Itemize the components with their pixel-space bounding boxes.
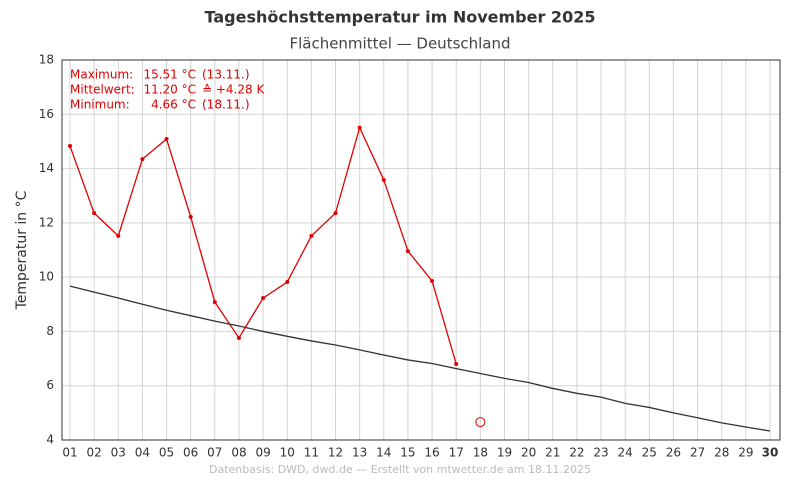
y-tick-label: 8 — [46, 324, 54, 338]
annotation-label: Maximum: — [70, 68, 133, 82]
x-tick-label: 07 — [207, 446, 222, 460]
x-tick-label: 04 — [135, 446, 150, 460]
x-tick-label: 27 — [690, 446, 705, 460]
data-point — [454, 362, 459, 366]
x-tick-label: 26 — [666, 446, 681, 460]
data-point — [475, 417, 486, 428]
x-tick-label: 12 — [328, 446, 343, 460]
x-tick-label: 29 — [738, 446, 753, 460]
x-tick-label: 20 — [521, 446, 536, 460]
annotation-note: (13.11.) — [202, 68, 250, 82]
annotation-value: 15.51 °C — [143, 68, 196, 82]
x-tick-label: 05 — [159, 446, 174, 460]
data-point — [164, 136, 169, 141]
chart-title: Tageshöchsttemperatur im November 2025 — [205, 8, 596, 27]
data-point — [309, 233, 314, 238]
y-tick-label: 4 — [46, 433, 54, 447]
x-tick-label: 03 — [111, 446, 126, 460]
data-point — [405, 249, 410, 254]
y-tick-label: 14 — [39, 161, 54, 175]
y-tick-label: 10 — [39, 270, 54, 284]
y-tick-label: 12 — [39, 215, 54, 229]
annotation-note: ≙ +4.28 K — [202, 83, 265, 97]
data-point — [116, 233, 121, 238]
data-point — [92, 211, 97, 216]
data-point — [430, 278, 435, 283]
plot-frame — [61, 59, 781, 441]
x-tick-label: 30 — [762, 446, 779, 460]
annotation-label: Mittelwert: — [70, 83, 135, 97]
x-tick-label: 18 — [473, 446, 488, 460]
x-tick-label: 09 — [255, 446, 270, 460]
data-point — [261, 296, 266, 301]
x-tick-label: 19 — [497, 446, 512, 460]
x-tick-label: 15 — [400, 446, 415, 460]
data-point — [188, 214, 193, 219]
x-tick-label: 28 — [714, 446, 729, 460]
y-tick-label: 6 — [46, 378, 54, 392]
annotation-label: Minimum: — [70, 98, 130, 112]
footer: Datenbasis: DWD, dwd.de — Erstellt von m… — [209, 463, 591, 476]
x-tick-label: 21 — [545, 446, 560, 460]
x-tick-label: 02 — [86, 446, 101, 460]
x-tick-label: 24 — [618, 446, 633, 460]
plot-area: 4 6 8 10 12 14 16 18 01 02 03 04 05 06 07 08 09 10 11 12 13 1… — [39, 53, 781, 460]
annotation-value: 11.20 °C — [143, 83, 196, 97]
x-tick-label: 25 — [642, 446, 657, 460]
x-tick-label: 11 — [304, 446, 319, 460]
data-point — [381, 177, 386, 182]
x-tick-label: 17 — [449, 446, 464, 460]
data-point — [212, 300, 217, 305]
x-tick-label: 06 — [183, 446, 198, 460]
annotation-value: 4.66 °C — [151, 98, 196, 112]
x-tick-label: 23 — [593, 446, 608, 460]
annotation-note: (18.11.) — [202, 98, 250, 112]
data-point — [236, 335, 241, 340]
chart-subtitle: Flächenmittel — Deutschland — [289, 35, 510, 53]
y-axis-label: Temperatur in °C — [14, 190, 30, 310]
x-tick-label: 16 — [424, 446, 439, 460]
y-tick-label: 18 — [39, 53, 54, 67]
series-line — [69, 285, 771, 432]
x-tick-label: 08 — [231, 446, 246, 460]
data-point — [285, 280, 290, 285]
x-tick-label: 13 — [352, 446, 367, 460]
data-point — [357, 125, 362, 130]
y-tick-label: 16 — [39, 107, 54, 121]
x-tick-label: 01 — [62, 446, 77, 460]
data-point — [140, 157, 145, 162]
data-point — [333, 211, 338, 216]
x-tick-label: 14 — [376, 446, 391, 460]
data-point — [68, 144, 72, 149]
x-tick-label: 22 — [569, 446, 584, 460]
x-tick-label: 10 — [280, 446, 295, 460]
